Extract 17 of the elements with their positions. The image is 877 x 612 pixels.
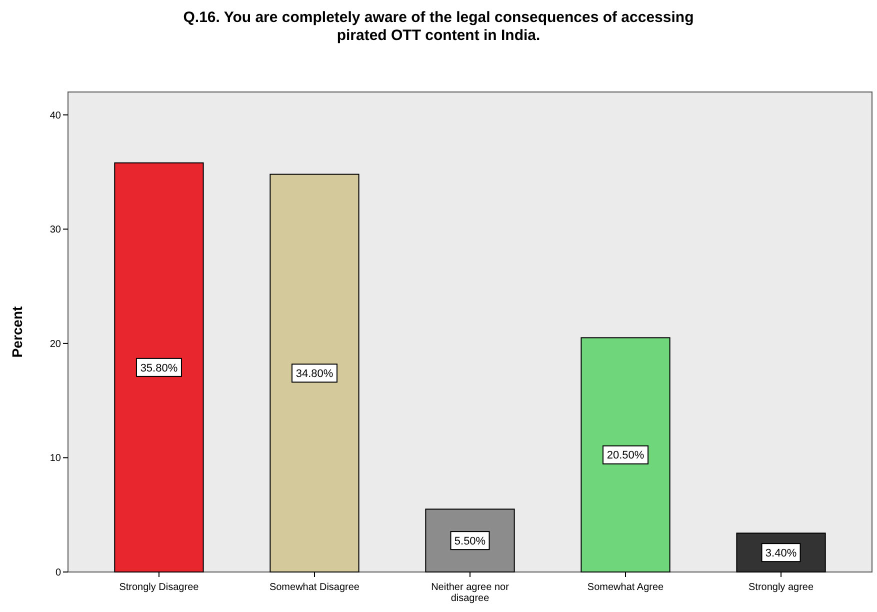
chart-title: Q.16. You are completely aware of the legal consequences of accessing pirated OTT content in India.	[183, 9, 694, 44]
y-tick-label: 0	[55, 568, 62, 578]
y-tick-label: 30	[50, 224, 62, 236]
data-label: 34.80%	[296, 368, 334, 380]
x-tick-label: Somewhat Agree	[587, 582, 664, 593]
data-label: 35.80%	[140, 362, 178, 374]
y-tick-label: 20	[50, 338, 62, 350]
y-tick-label: 40	[50, 110, 62, 122]
y-axis-title: Percent	[9, 306, 25, 358]
y-tick-label: 10	[50, 453, 62, 464]
x-tick-label: Somewhat Disagree	[269, 582, 360, 593]
data-label: 20.50%	[606, 450, 644, 462]
data-label: 5.50%	[454, 535, 486, 548]
x-tick-label: Strongly agree	[748, 582, 814, 593]
x-tick-label: Strongly Disagree	[119, 582, 200, 593]
data-label: 3.40%	[765, 547, 797, 560]
x-tick-label: Neither agree nor disagree	[431, 582, 510, 604]
